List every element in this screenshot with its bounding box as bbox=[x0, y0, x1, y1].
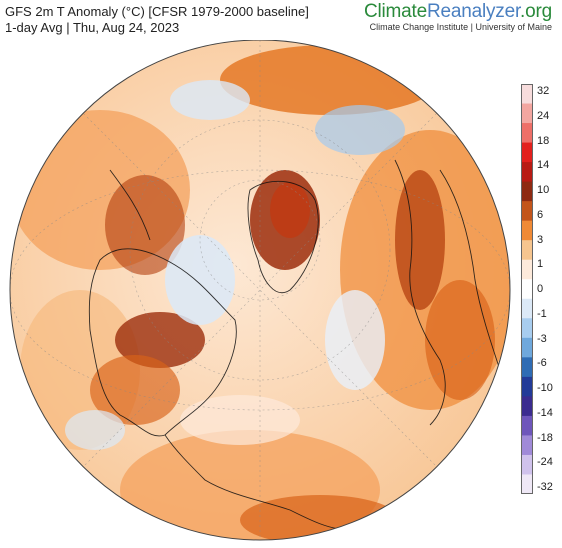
legend-label: -1 bbox=[537, 307, 547, 320]
legend-swatch bbox=[521, 415, 533, 436]
brand-logo[interactable]: ClimateReanalyzer.org Climate Change Ins… bbox=[364, 1, 552, 32]
legend-swatch bbox=[521, 435, 533, 456]
legend-swatch bbox=[521, 279, 533, 300]
legend-label: -24 bbox=[537, 456, 553, 469]
legend-label: 0 bbox=[537, 283, 544, 295]
legend-label: -14 bbox=[537, 406, 553, 419]
legend-swatch bbox=[521, 396, 533, 417]
legend-swatch bbox=[521, 240, 533, 261]
legend-swatch bbox=[521, 123, 533, 144]
globe-map[interactable] bbox=[0, 39, 515, 543]
legend-label: 32 bbox=[537, 85, 550, 97]
legend-label: 10 bbox=[537, 184, 550, 196]
legend-label: 1 bbox=[537, 258, 544, 271]
legend-label: -18 bbox=[537, 431, 553, 444]
legend-swatch bbox=[521, 220, 533, 241]
color-scale-bar bbox=[521, 84, 533, 494]
legend-swatch bbox=[521, 84, 533, 105]
legend-label: 18 bbox=[537, 134, 550, 147]
legend-label: 14 bbox=[537, 159, 550, 172]
legend-swatch bbox=[521, 103, 533, 124]
legend-label: -10 bbox=[537, 382, 553, 394]
legend-swatch bbox=[521, 474, 533, 494]
legend-label: -32 bbox=[537, 481, 553, 493]
map-subtitle: 1-day Avg | Thu, Aug 24, 2023 bbox=[5, 20, 180, 35]
legend-swatch bbox=[521, 318, 533, 339]
legend-label: -3 bbox=[537, 332, 547, 345]
legend-swatch bbox=[521, 357, 533, 378]
legend-swatch bbox=[521, 337, 533, 358]
brand-name: ClimateReanalyzer.org bbox=[363, 1, 552, 22]
legend-label: 24 bbox=[537, 109, 550, 122]
map-title: GFS 2m T Anomaly (°C) [CFSR 1979-2000 ba… bbox=[5, 4, 309, 19]
brand-subtitle: Climate Change Institute | University of… bbox=[369, 22, 552, 32]
legend-swatch bbox=[521, 298, 533, 319]
legend-label: 3 bbox=[537, 233, 544, 246]
color-scale-labels: 32 24 18 14 10 6 3 1 0 -1 -3 -6 -10 -14 -18 -24 -32 bbox=[537, 84, 562, 494]
legend-label: -6 bbox=[537, 357, 547, 370]
legend-swatch bbox=[521, 142, 533, 163]
legend-label: 6 bbox=[537, 208, 544, 221]
legend-swatch bbox=[521, 181, 533, 202]
legend-swatch bbox=[521, 201, 533, 222]
legend-swatch bbox=[521, 376, 533, 397]
legend-swatch bbox=[521, 162, 533, 183]
legend-swatch bbox=[521, 454, 533, 475]
anomaly-field bbox=[10, 40, 510, 540]
legend-swatch bbox=[521, 259, 533, 280]
